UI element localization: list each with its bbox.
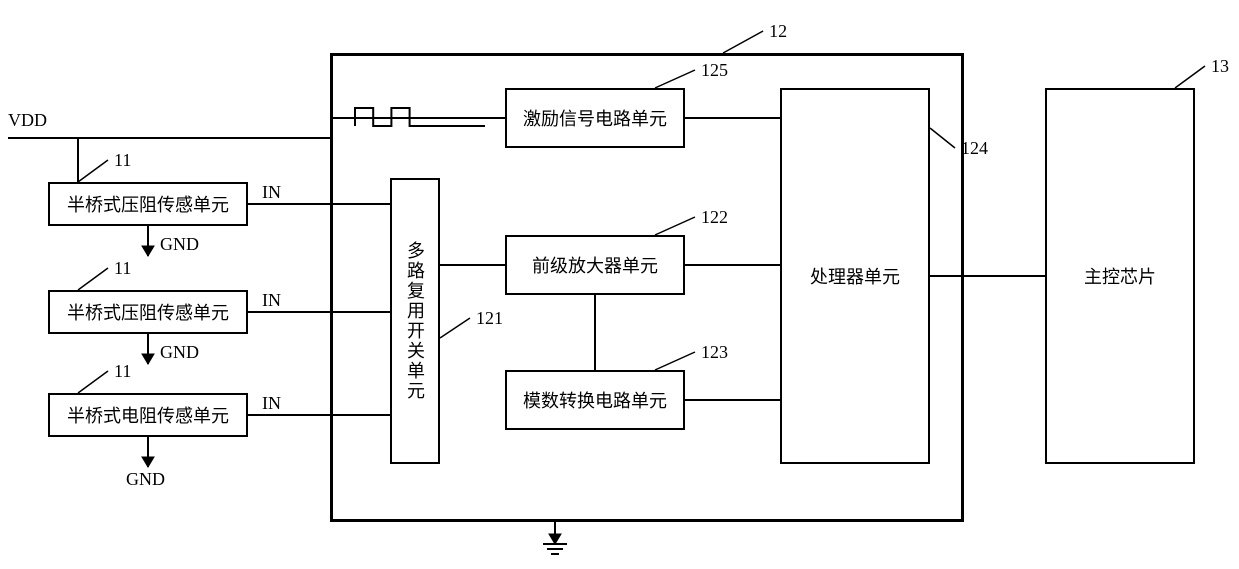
sensor-unit-c: 半桥式电阻传感单元 — [48, 393, 248, 437]
svg-text:11: 11 — [114, 150, 131, 170]
preamp-unit: 前级放大器单元 — [505, 235, 685, 295]
svg-text:13: 13 — [1211, 56, 1229, 76]
excite-label: 激励信号电路单元 — [523, 105, 667, 131]
svg-text:12: 12 — [769, 21, 787, 41]
svg-text:GND: GND — [126, 469, 165, 489]
sensor-unit-a: 半桥式压阻传感单元 — [48, 182, 248, 226]
svg-text:124: 124 — [961, 138, 988, 158]
sensor-c-label: 半桥式电阻传感单元 — [67, 402, 229, 428]
adc-label: 模数转换电路单元 — [523, 387, 667, 413]
sensor-unit-b: 半桥式压阻传感单元 — [48, 290, 248, 334]
processor-unit: 处理器单元 — [780, 88, 930, 464]
svg-text:11: 11 — [114, 361, 131, 381]
svg-text:IN: IN — [262, 290, 281, 310]
proc-label: 处理器单元 — [810, 263, 900, 289]
svg-text:GND: GND — [160, 342, 199, 362]
svg-text:IN: IN — [262, 182, 281, 202]
vdd-label: VDD — [8, 110, 47, 131]
sensor-b-label: 半桥式压阻传感单元 — [67, 299, 229, 325]
svg-text:11: 11 — [114, 258, 131, 278]
preamp-label: 前级放大器单元 — [532, 252, 658, 278]
sensor-a-label: 半桥式压阻传感单元 — [67, 191, 229, 217]
svg-text:IN: IN — [262, 393, 281, 413]
mcu-label: 主控芯片 — [1084, 263, 1156, 289]
mux-label: 多路复用开关单元 — [402, 241, 428, 401]
adc-unit: 模数转换电路单元 — [505, 370, 685, 430]
svg-text:GND: GND — [160, 234, 199, 254]
excite-unit: 激励信号电路单元 — [505, 88, 685, 148]
mux-unit: 多路复用开关单元 — [390, 178, 440, 464]
mcu-unit: 主控芯片 — [1045, 88, 1195, 464]
